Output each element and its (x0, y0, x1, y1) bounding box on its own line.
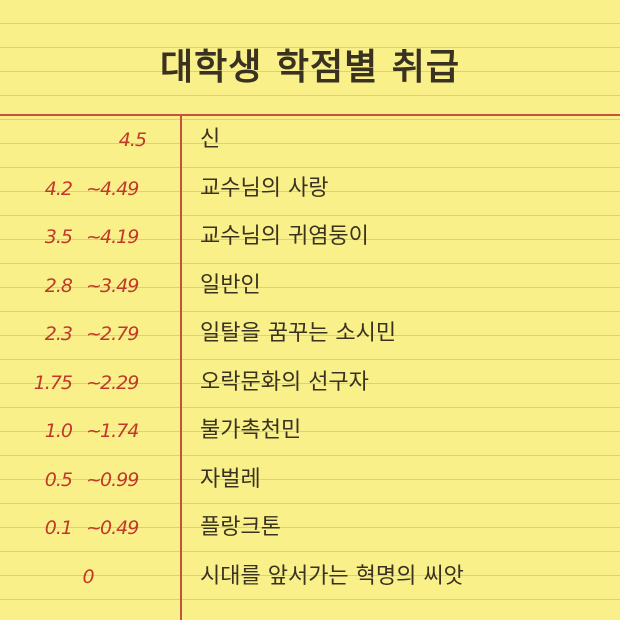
gpa-range: 4.2 ~ 4.49 (0, 165, 150, 214)
gpa-high: 4.19 (100, 226, 139, 248)
gpa-range: 3.5 ~ 4.19 (0, 213, 150, 262)
grade-label: 불가촉천민 (200, 418, 302, 443)
grade-row: 0.1 ~ 0.49 플랑크톤 (0, 504, 620, 553)
grade-label: 일반인 (200, 272, 261, 298)
range-tilde: ~ (86, 274, 102, 297)
vertical-margin-line (180, 114, 182, 620)
gpa-high: 4.49 (100, 177, 139, 200)
grade-label: 교수님의 귀염둥이 (200, 224, 369, 249)
gpa-high: 1.74 (100, 420, 139, 442)
gpa-low: 3.5 (44, 226, 73, 248)
grade-row: 1.75 ~ 2.29 오락문화의 선구자 (0, 359, 620, 408)
range-tilde: ~ (86, 177, 102, 200)
gpa-range: 2.3 ~ 2.79 (0, 310, 150, 359)
range-tilde: ~ (86, 371, 102, 394)
range-tilde: ~ (86, 517, 102, 539)
grade-label: 교수님의 사랑 (200, 175, 329, 201)
range-tilde: ~ (86, 226, 102, 248)
grade-table: 4.5 신 4.2 ~ 4.49 교수님의 사랑 3.5 ~ 4.19 교수님의… (0, 116, 620, 601)
range-tilde: ~ (86, 468, 102, 491)
gpa-range: 0 (0, 553, 150, 602)
grade-row: 2.8 ~ 3.49 일반인 (0, 262, 620, 311)
gpa-low: 1.75 (33, 371, 73, 394)
gpa-range: 1.75 ~ 2.29 (0, 359, 150, 408)
gpa-low: 1.0 (44, 420, 73, 442)
grade-row: 0 시대를 앞서가는 혁명의 씨앗 (0, 553, 620, 602)
gpa-value: 4.5 (118, 129, 147, 151)
gpa-range: 1.0 ~ 1.74 (0, 407, 150, 456)
gpa-high: 0.99 (100, 468, 139, 491)
grade-row: 0.5 ~ 0.99 자벌레 (0, 456, 620, 505)
grade-row: 3.5 ~ 4.19 교수님의 귀염둥이 (0, 213, 620, 262)
gpa-low: 0.5 (44, 468, 73, 491)
gpa-low: 2.3 (44, 323, 73, 345)
gpa-low: 4.2 (44, 177, 73, 200)
grade-label: 신 (200, 127, 221, 152)
grade-row: 1.0 ~ 1.74 불가촉천민 (0, 407, 620, 456)
gpa-range: 4.5 (0, 116, 150, 165)
grade-label: 자벌레 (200, 466, 261, 492)
range-tilde: ~ (86, 420, 102, 442)
horizontal-margin-line (0, 114, 620, 116)
gpa-low: 2.8 (44, 274, 73, 297)
grade-row: 2.3 ~ 2.79 일탈을 꿈꾸는 소시민 (0, 310, 620, 359)
gpa-low: 0.1 (44, 517, 73, 539)
page-title: 대학생 학점별 취급 (159, 47, 461, 88)
range-tilde: ~ (86, 323, 102, 345)
gpa-high: 0.49 (100, 517, 139, 539)
gpa-range: 0.5 ~ 0.99 (0, 456, 150, 505)
grade-label: 플랑크톤 (200, 515, 281, 540)
grade-row: 4.2 ~ 4.49 교수님의 사랑 (0, 165, 620, 214)
grade-row: 4.5 신 (0, 116, 620, 165)
grade-label: 일탈을 꿈꾸는 소시민 (200, 321, 397, 346)
gpa-high: 3.49 (100, 274, 139, 297)
gpa-high: 2.79 (100, 323, 139, 345)
grade-label: 오락문화의 선구자 (200, 369, 369, 395)
grade-label: 시대를 앞서가는 혁명의 씨앗 (200, 563, 464, 589)
gpa-high: 2.29 (100, 371, 139, 394)
gpa-range: 0.1 ~ 0.49 (0, 504, 150, 553)
gpa-range: 2.8 ~ 3.49 (0, 262, 150, 311)
gpa-value: 0 (82, 565, 94, 588)
